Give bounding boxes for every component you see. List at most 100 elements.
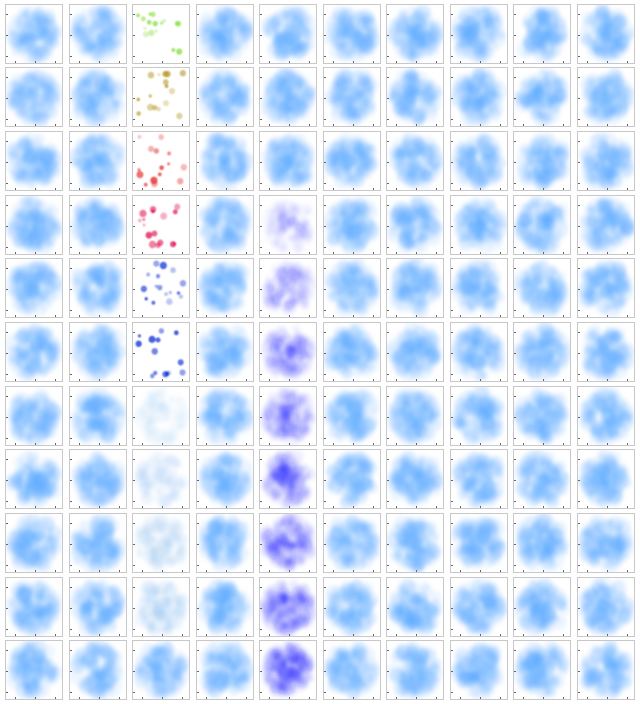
axis-tick	[578, 587, 580, 588]
axis-tick	[587, 61, 588, 63]
axis-tick	[246, 634, 247, 636]
axis-tick	[162, 379, 163, 381]
axis-tick	[563, 570, 564, 572]
axis-tick	[6, 650, 8, 651]
axis-tick	[197, 56, 199, 57]
axis-tick	[578, 438, 580, 439]
axis-tick	[627, 124, 628, 126]
axis-tick	[387, 480, 389, 481]
axis-tick	[396, 252, 397, 254]
axis-tick	[514, 35, 516, 36]
axis-tick	[260, 183, 262, 184]
axis-tick	[133, 544, 135, 545]
axis-tick	[563, 634, 564, 636]
axis-tick	[70, 438, 72, 439]
axis-tick	[133, 98, 135, 99]
scatter-thumbnail	[132, 195, 190, 255]
axis-tick	[6, 353, 8, 354]
axis-tick	[578, 14, 580, 15]
axis-tick	[289, 506, 290, 508]
axis-tick	[387, 608, 389, 609]
axis-tick	[578, 268, 580, 269]
axis-tick	[324, 14, 326, 15]
axis-tick	[260, 77, 262, 78]
axis-tick	[451, 544, 453, 545]
axis-tick	[15, 315, 16, 317]
axis-tick	[543, 252, 544, 254]
axis-tick	[324, 247, 326, 248]
axis-tick	[353, 61, 354, 63]
axis-tick	[206, 252, 207, 254]
axis-tick	[578, 608, 580, 609]
axis-tick	[627, 315, 628, 317]
axis-tick	[480, 61, 481, 63]
scatter-thumbnail	[259, 4, 317, 64]
scatter-thumbnail	[69, 513, 127, 573]
axis-tick	[500, 61, 501, 63]
scatter-thumbnail	[196, 195, 254, 255]
axis-tick	[514, 396, 516, 397]
axis-tick	[197, 162, 199, 163]
axis-tick	[514, 608, 516, 609]
axis-tick	[578, 417, 580, 418]
axis-tick	[206, 188, 207, 190]
axis-tick	[70, 629, 72, 630]
axis-tick	[627, 379, 628, 381]
axis-tick	[79, 379, 80, 381]
axis-tick	[133, 353, 135, 354]
axis-tick	[70, 183, 72, 184]
axis-tick	[514, 650, 516, 651]
axis-tick	[133, 35, 135, 36]
axis-tick	[133, 141, 135, 142]
scatter-thumbnail	[577, 577, 635, 637]
axis-tick	[396, 124, 397, 126]
axis-tick	[396, 697, 397, 699]
axis-tick	[324, 205, 326, 206]
axis-tick	[55, 443, 56, 445]
axis-tick	[119, 315, 120, 317]
axis-tick	[436, 188, 437, 190]
axis-tick	[6, 587, 8, 588]
axis-tick	[269, 634, 270, 636]
axis-tick	[373, 634, 374, 636]
axis-tick	[607, 188, 608, 190]
axis-tick	[451, 629, 453, 630]
axis-tick	[500, 443, 501, 445]
axis-tick	[6, 374, 8, 375]
axis-tick	[119, 506, 120, 508]
axis-tick	[578, 459, 580, 460]
axis-tick	[514, 692, 516, 693]
axis-tick	[206, 697, 207, 699]
axis-tick	[70, 565, 72, 566]
axis-tick	[246, 188, 247, 190]
axis-tick	[514, 289, 516, 290]
axis-tick	[627, 570, 628, 572]
axis-tick	[269, 443, 270, 445]
axis-tick	[416, 697, 417, 699]
axis-tick	[387, 523, 389, 524]
axis-tick	[162, 443, 163, 445]
axis-tick	[460, 506, 461, 508]
axis-tick	[578, 183, 580, 184]
scatter-thumbnail	[259, 513, 317, 573]
axis-tick	[563, 315, 564, 317]
scatter-thumbnail	[323, 449, 381, 509]
axis-tick	[99, 61, 100, 63]
axis-tick	[99, 570, 100, 572]
axis-tick	[578, 501, 580, 502]
axis-tick	[324, 629, 326, 630]
axis-tick	[333, 379, 334, 381]
scatter-thumbnail	[132, 640, 190, 700]
scatter-thumbnail	[323, 386, 381, 446]
axis-tick	[451, 353, 453, 354]
axis-tick	[387, 141, 389, 142]
axis-tick	[324, 565, 326, 566]
axis-tick	[514, 480, 516, 481]
axis-tick	[197, 141, 199, 142]
axis-tick	[70, 14, 72, 15]
axis-tick	[133, 289, 135, 290]
axis-tick	[182, 697, 183, 699]
axis-tick	[480, 124, 481, 126]
axis-tick	[578, 77, 580, 78]
axis-tick	[197, 119, 199, 120]
